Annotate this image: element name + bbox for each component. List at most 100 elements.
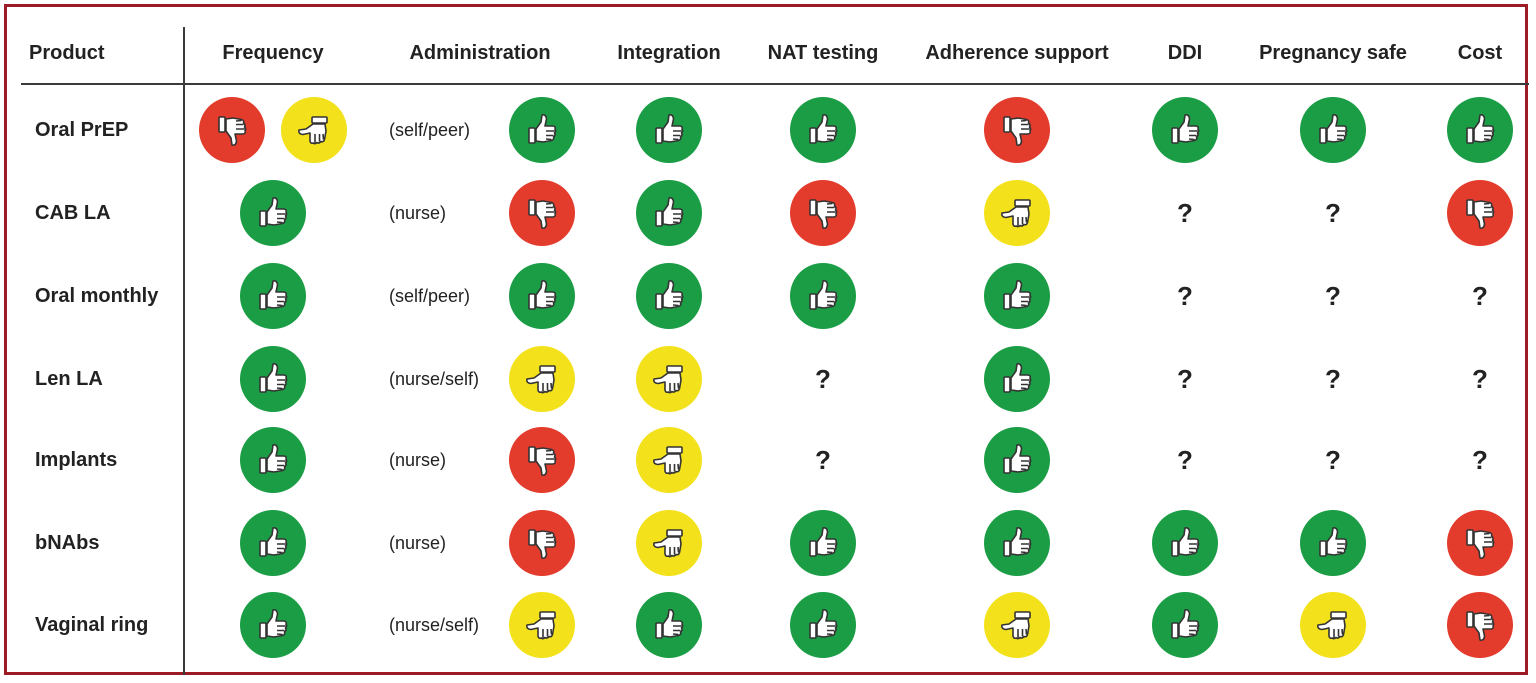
nat-testing-rating [790, 263, 856, 329]
thumbs-sideways-icon [984, 180, 1050, 246]
adherence-support-rating [984, 592, 1050, 658]
ddi-rating [1152, 592, 1218, 658]
administration-rating [509, 180, 575, 246]
pregnancy-safe-rating [1300, 592, 1366, 658]
row-label: CAB LA [35, 202, 111, 224]
comparison-table: Product Frequency Administration Integra… [4, 4, 1529, 675]
nat-testing-rating [790, 592, 856, 658]
nat-testing-rating [790, 510, 856, 576]
thumbs-sideways-icon [636, 427, 702, 493]
header-adherence-support: Adherence support [925, 42, 1109, 64]
row-label: Vaginal ring [35, 614, 149, 636]
thumbs-sideways-icon [984, 592, 1050, 658]
ddi-unknown: ? [1152, 180, 1218, 246]
administration-rating [509, 97, 575, 163]
pregnancy-safe-unknown: ? [1300, 263, 1366, 329]
question-mark: ? [1472, 364, 1488, 394]
question-mark: ? [1177, 198, 1193, 228]
frequency-rating [240, 346, 306, 412]
thumbs-down-icon [984, 97, 1050, 163]
thumbs-up-icon [984, 346, 1050, 412]
thumbs-up-icon [790, 592, 856, 658]
thumbs-up-icon [790, 97, 856, 163]
thumbs-up-icon [1447, 97, 1513, 163]
administration-note: (nurse) [389, 450, 447, 470]
ddi-rating [1152, 510, 1218, 576]
thumbs-up-icon [636, 180, 702, 246]
thumbs-sideways-icon [1300, 592, 1366, 658]
ddi-unknown: ? [1152, 346, 1218, 412]
pregnancy-safe-unknown: ? [1300, 427, 1366, 493]
administration-rating [509, 427, 575, 493]
thumbs-sideways-icon [636, 346, 702, 412]
column-divider [183, 27, 185, 675]
thumbs-down-icon [1447, 592, 1513, 658]
cost-rating [1447, 180, 1513, 246]
administration-rating [509, 346, 575, 412]
integration-rating [636, 427, 702, 493]
thumbs-sideways-icon [509, 346, 575, 412]
thumbs-up-icon [509, 263, 575, 329]
header-nat-testing: NAT testing [767, 42, 879, 64]
question-mark: ? [1325, 198, 1341, 228]
row-label: Len LA [35, 368, 103, 390]
pregnancy-safe-unknown: ? [1300, 346, 1366, 412]
thumbs-sideways-icon [281, 97, 347, 163]
frequency-rating [281, 97, 347, 163]
thumbs-up-icon [1152, 592, 1218, 658]
pregnancy-safe-rating [1300, 97, 1366, 163]
question-mark: ? [1177, 364, 1193, 394]
administration-rating [509, 510, 575, 576]
cost-unknown: ? [1447, 346, 1513, 412]
ddi-unknown: ? [1152, 427, 1218, 493]
thumbs-up-icon [790, 263, 856, 329]
thumbs-up-icon [636, 592, 702, 658]
adherence-support-rating [984, 346, 1050, 412]
adherence-support-rating [984, 510, 1050, 576]
question-mark: ? [1472, 445, 1488, 475]
frequency-rating [240, 592, 306, 658]
question-mark: ? [815, 364, 831, 394]
frequency-rating [199, 97, 265, 163]
question-mark: ? [1325, 281, 1341, 311]
header-frequency: Frequency [222, 42, 324, 64]
row-label: Implants [35, 449, 118, 471]
header-integration: Integration [617, 42, 721, 64]
thumbs-up-icon [509, 97, 575, 163]
administration-note: (self/peer) [389, 120, 471, 140]
cost-unknown: ? [1447, 263, 1513, 329]
thumbs-down-icon [509, 427, 575, 493]
cost-rating [1447, 592, 1513, 658]
row-label: Oral PrEP [35, 119, 129, 141]
integration-rating [636, 97, 702, 163]
administration-rating [509, 263, 575, 329]
integration-rating [636, 510, 702, 576]
pregnancy-safe-rating [1300, 510, 1366, 576]
thumbs-up-icon [240, 592, 306, 658]
thumbs-up-icon [984, 427, 1050, 493]
thumbs-down-icon [509, 510, 575, 576]
integration-rating [636, 592, 702, 658]
row-label: Oral monthly [35, 285, 159, 307]
thumbs-up-icon [240, 346, 306, 412]
ddi-unknown: ? [1152, 263, 1218, 329]
header-cost: Cost [1457, 42, 1503, 64]
header-divider [21, 83, 1529, 85]
question-mark: ? [1325, 364, 1341, 394]
integration-rating [636, 346, 702, 412]
pregnancy-safe-unknown: ? [1300, 180, 1366, 246]
adherence-support-rating [984, 180, 1050, 246]
thumbs-sideways-icon [509, 592, 575, 658]
cost-rating [1447, 97, 1513, 163]
thumbs-down-icon [199, 97, 265, 163]
question-mark: ? [1177, 445, 1193, 475]
thumbs-up-icon [240, 510, 306, 576]
thumbs-up-icon [790, 510, 856, 576]
nat-testing-unknown: ? [790, 346, 856, 412]
nat-testing-rating [790, 180, 856, 246]
thumbs-up-icon [984, 510, 1050, 576]
nat-testing-unknown: ? [790, 427, 856, 493]
thumbs-up-icon [240, 263, 306, 329]
nat-testing-rating [790, 97, 856, 163]
row-label: bNAbs [35, 532, 100, 554]
